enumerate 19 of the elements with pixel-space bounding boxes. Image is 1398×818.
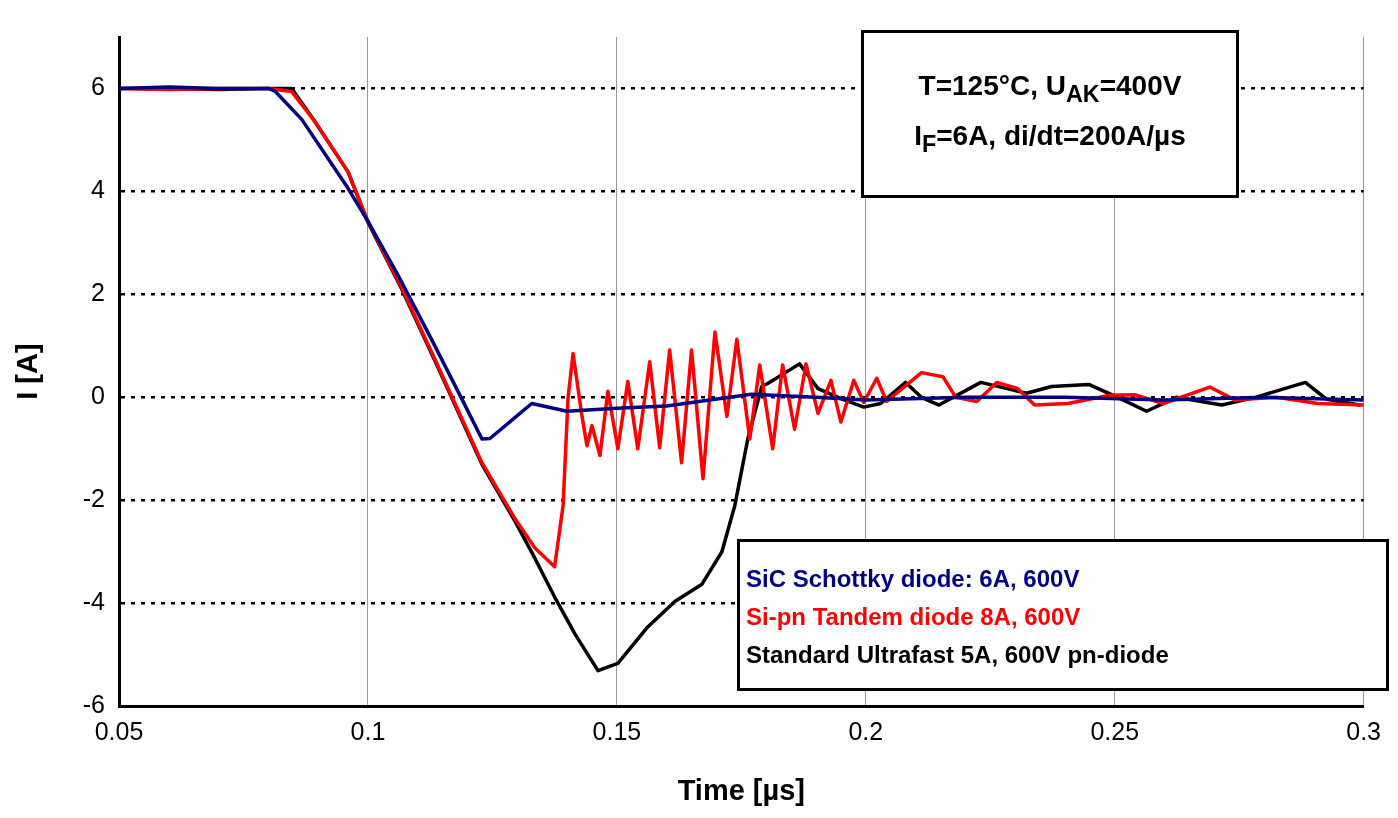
y-tick-label: -4 [82, 587, 106, 616]
note-box: T=125°C, U$_{AK}$=400V I$_{F}$=6A, di/dt=200A/µs [861, 30, 1239, 198]
annotation: I$_{F}$=6A, di/dt=200A/µs [914, 120, 1186, 158]
legend-box: SiC Schottky diode: 6A, 600V Si-pn Tandem diode 8A, 600V Standard Ultrafast 5A, 600V pn-diode [737, 539, 1389, 691]
y-tick-label: -6 [82, 690, 106, 719]
x-tick-label: 0.25 [1090, 717, 1140, 746]
y-tick-label: 2 [91, 278, 106, 307]
y-axis-title: I [A] [11, 343, 44, 400]
y-tick-label: 4 [91, 175, 106, 204]
x-tick-label: 0.3 [1346, 717, 1382, 746]
x-tick-label: 0.15 [592, 717, 642, 746]
x-tick-label: 0.1 [350, 717, 386, 746]
x-tick-label: 0.05 [94, 717, 144, 746]
y-tick-label: 6 [91, 72, 106, 101]
y-tick-label: -2 [82, 484, 106, 513]
x-tick-label: 0.2 [848, 717, 884, 746]
annotation: T=125°C, U$_{AK}$=400V [918, 70, 1182, 108]
y-tick-label: 0 [91, 381, 106, 410]
x-axis-title: Time [µs] [677, 773, 806, 806]
